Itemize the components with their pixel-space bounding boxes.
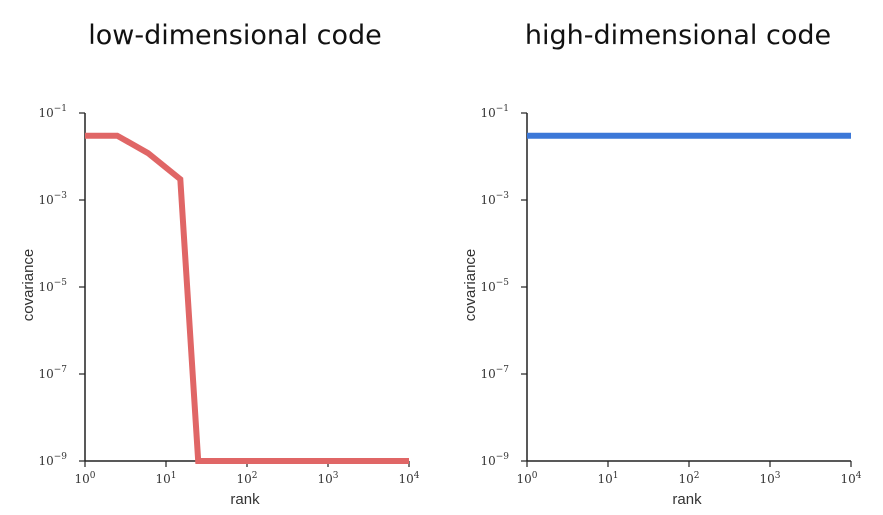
y-axis-label: covariance [20,249,37,322]
chart-title-low-dimensional: low-dimensional code [88,20,382,51]
x-tick-label: 104 [840,471,861,486]
y-tick-label: 10−5 [480,278,509,294]
y-tick-label: 10−5 [38,278,67,294]
x-tick-label: 100 [74,471,95,486]
chart-title-high-dimensional: high-dimensional code [524,20,832,51]
x-tick-label: 101 [155,471,176,486]
y-tick-label: 10−9 [38,452,67,468]
series-line-low-dimensional [85,132,409,464]
y-tick-label: 10−9 [480,452,509,468]
x-tick-label: 102 [678,471,699,486]
y-tick-label: 10−1 [480,104,509,120]
x-tick-label: 104 [398,471,419,486]
x-tick-label: 100 [516,471,537,486]
x-tick-label: 103 [759,471,780,486]
y-tick-label: 10−3 [38,191,67,207]
x-tick-label: 101 [597,471,618,486]
x-tick-label: 103 [317,471,338,486]
y-tick-label: 10−3 [480,191,509,207]
y-tick-label: 10−7 [38,365,67,381]
x-axis-label: rank [230,491,260,508]
x-tick-label: 102 [236,471,257,486]
y-axis-label: covariance [462,249,479,322]
y-tick-label: 10−7 [480,365,509,381]
x-axis-label: rank [672,491,702,508]
y-tick-label: 10−1 [38,104,67,120]
